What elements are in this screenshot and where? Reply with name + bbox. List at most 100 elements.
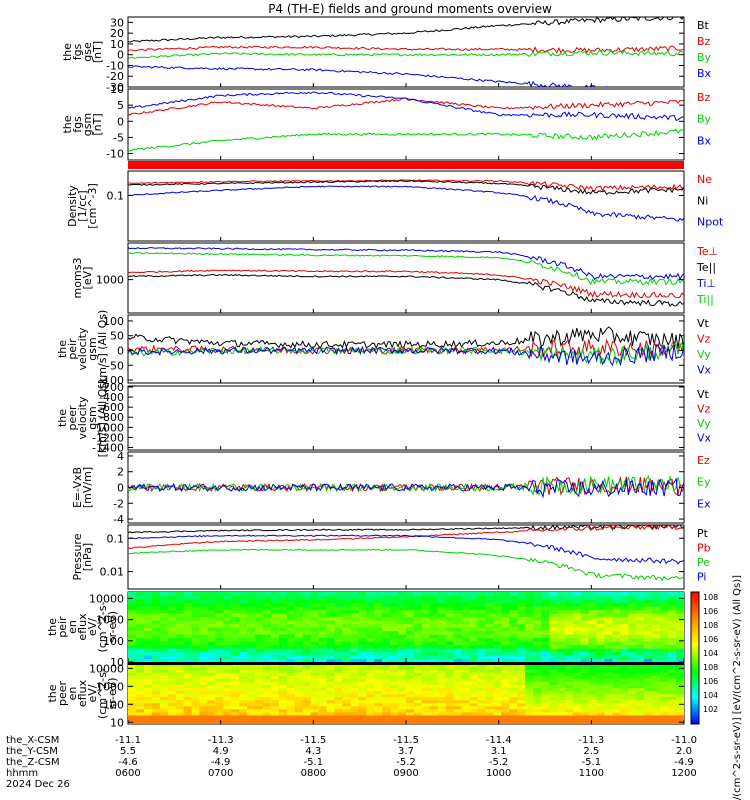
spectrogram-cell [588,651,598,656]
spectrogram-cell [255,655,264,660]
spectrogram-cell [374,675,383,679]
spectrogram-cell [406,595,415,600]
spectrogram-cell [223,678,232,682]
spectrogram-cell [143,623,153,628]
spectrogram-cell [334,623,344,628]
legend-entry: Bz [697,35,711,48]
spectrogram-cell [318,696,328,701]
spectrogram-cell [564,693,574,698]
spectrogram-cell [199,637,209,642]
spectrogram-cell [398,616,407,621]
spectrogram-cell [366,630,375,635]
ephemeris-value: -11.1 [115,735,141,746]
y-tick-label: 100 [103,315,124,328]
spectrogram-cell [199,708,209,713]
spectrogram-cell [159,708,169,713]
spectrogram-cell [509,714,518,719]
spectrogram-cell [302,675,312,679]
spectrogram-cell [215,699,224,704]
spectrogram-cell [596,644,606,649]
spectrogram-cell [429,616,439,621]
spectrogram-cell [374,666,383,670]
spectrogram-cell [223,609,232,614]
spectrogram-cell [183,696,193,701]
spectrogram-cell [302,705,312,710]
spectrogram-cell [628,702,637,707]
spectrogram-cell [604,634,614,639]
spectrogram-cell [278,666,288,670]
spectrogram-cell [628,658,637,662]
spectrogram-cell [199,641,209,646]
spectrogram-cell [151,678,161,682]
spectrogram-cell [278,708,288,713]
spectrogram-cell [556,609,566,614]
spectrogram-cell [302,669,312,673]
spectrogram-cell [350,634,359,639]
spectrogram-cell [421,620,431,625]
spectrogram-cell [302,602,312,607]
legend-entry: By [697,113,712,126]
spectrogram-cell [413,717,423,722]
spectrogram-cell [398,708,407,713]
spectrogram-cell [302,699,312,704]
plot-area [128,179,684,222]
spectrogram-cell [270,641,280,646]
spectrogram-cell [183,717,193,722]
y-tick-label: 30 [110,16,124,29]
spectrogram-cell [318,592,328,597]
spectrogram-cell [191,595,201,600]
spectrogram-cell [493,620,502,625]
spectrogram-cell [628,627,637,632]
spectrogram-cell [159,637,169,642]
spectrogram-cell [501,690,510,695]
spectrogram-cell [445,705,455,710]
spectrogram-cell [493,655,502,660]
spectrogram-cell [223,696,232,701]
spectrogram-cell [469,666,479,670]
spectrogram-cell [231,651,240,656]
spectrogram-cell [572,687,582,692]
series-pressure-2 [128,548,684,582]
spectrogram-cell [604,613,614,618]
spectrogram-cell [239,693,248,698]
spectrogram-cell [390,699,399,704]
spectrogram-cell [509,648,518,653]
spectrogram-cell [382,630,391,635]
spectrogram-cell [620,655,629,660]
spectrogram-cell [390,599,399,604]
y-axis-label: sr-eV) [106,677,119,709]
spectrogram-cell [437,678,447,682]
spectrogram-cell [390,717,399,722]
spectrogram-cell [533,634,542,639]
spectrogram-cell [215,602,224,607]
spectrogram-cell [548,613,558,618]
spectrogram-cell [286,693,296,698]
spectrogram-cell [668,675,677,679]
spectrogram-cell [318,678,328,682]
spectrogram-cell [326,655,336,660]
spectrogram-cell [564,644,574,649]
spectrogram-cell [429,599,439,604]
spectrogram-cell [382,675,391,679]
spectrogram-cell [676,675,684,679]
spectrogram-cell [342,672,351,676]
spectrogram-cell [541,637,550,642]
spectrogram-cell [556,613,566,618]
spectrogram-cell [255,630,264,635]
spectrogram-cell [437,693,447,698]
spectrogram-cell [421,613,431,618]
spectrogram-cell [604,690,614,695]
spectrogram-cell [588,696,598,701]
spectrogram-cell [580,717,590,722]
spectrogram-cell [207,681,216,685]
y-axis-label: [km/s] (All Qs) [96,310,109,389]
spectrogram-cell [548,675,558,679]
spectrogram-cell [390,690,399,695]
spectrogram-cell [501,717,510,722]
spectrogram-cell [135,648,145,653]
spectrogram-cell [247,690,256,695]
spectrogram-cell [453,655,463,660]
spectrogram-cell [628,675,637,679]
spectrogram-cell [135,714,145,719]
spectrogram-cell [231,648,240,653]
